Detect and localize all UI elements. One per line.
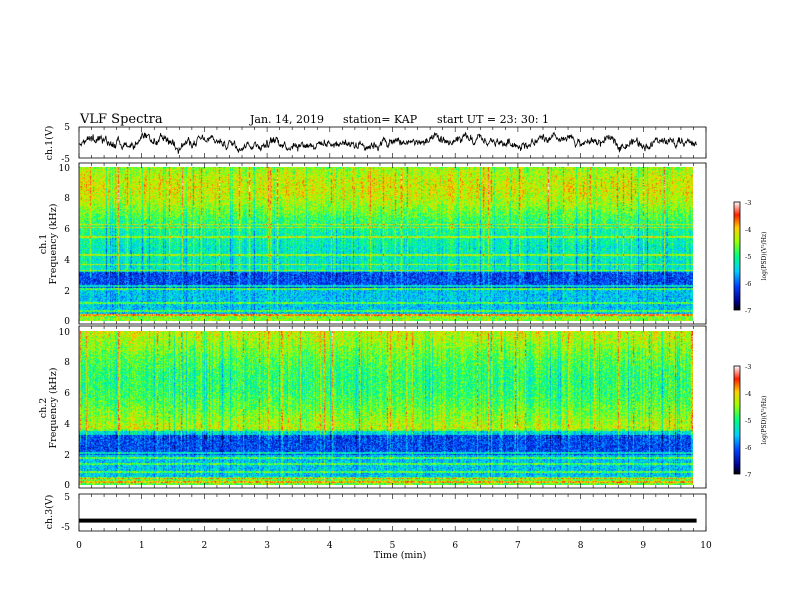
ch2-yticks: 0 2 4 6 8 10 xyxy=(59,328,71,491)
ch1-ytick-top: 5 xyxy=(64,123,70,133)
ch2-cb-tick-3: -3 xyxy=(745,363,751,371)
ch2-freq-tick-0: 0 xyxy=(64,481,70,491)
ch2-cb-tick-5: -5 xyxy=(745,417,751,425)
ch1-cb-tick-4: -4 xyxy=(745,226,751,234)
xtick-7: 7 xyxy=(515,541,521,551)
ch1-freq-tick-10: 10 xyxy=(59,164,71,174)
station-label: station= KAP xyxy=(343,113,418,126)
ch1-colorbar-frame xyxy=(733,201,741,311)
ch1-freq-tick-4: 4 xyxy=(64,256,70,266)
ch1-waveform-panel: 5 -5 ch.1(V) xyxy=(44,123,707,165)
ch1-ytick-bottom: -5 xyxy=(61,155,70,165)
ch1-freq-tick-8: 8 xyxy=(64,194,70,204)
ch3-waveform-frame xyxy=(78,493,707,532)
ch1-cb-tick-3: -3 xyxy=(745,199,751,207)
time-tick-marks xyxy=(78,127,707,531)
xtick-5: 5 xyxy=(390,541,396,551)
xtick-8: 8 xyxy=(578,541,584,551)
xtick-3: 3 xyxy=(264,541,270,551)
ch3-waveform-panel: 5 -5 ch.3(V) xyxy=(44,493,707,533)
ch2-colorbar-gradient xyxy=(734,366,740,474)
xtick-1: 1 xyxy=(139,541,145,551)
x-axis-label: Time (min) xyxy=(374,550,427,561)
start-time-label: start UT = 23: 30: 1 xyxy=(437,113,549,126)
ch2-panel-label: ch.2 xyxy=(38,398,49,419)
ch1-yticks: 0 2 4 6 8 10 xyxy=(59,164,71,327)
ch1-spectrogram-image xyxy=(79,167,693,321)
ch2-spectrogram-image xyxy=(79,331,693,485)
xtick-2: 2 xyxy=(202,541,208,551)
ch3-ytick-bottom: -5 xyxy=(61,523,70,533)
ch1-panel-label: ch.1 xyxy=(38,234,49,255)
xtick-4: 4 xyxy=(327,541,333,551)
ch1-cb-tick-7: -7 xyxy=(745,307,751,315)
ch1-freq-tick-6: 6 xyxy=(64,225,70,235)
ch2-colorbar-label: log(PSD)(V²/Hz) xyxy=(761,396,768,445)
xtick-10: 10 xyxy=(700,541,712,551)
ch2-freq-tick-4: 4 xyxy=(64,420,70,430)
ch1-colorbar: -3 -4 -5 -6 -7 log(PSD)(V²/Hz) xyxy=(733,199,768,315)
xtick-9: 9 xyxy=(640,541,646,551)
ch1-freq-tick-2: 2 xyxy=(64,287,70,297)
ch2-freq-ylabel: Frequency (kHz) xyxy=(48,368,59,449)
ch1-spectrogram-panel: 0 2 4 6 8 10 ch.1 Frequency (kHz) -3 -4 … xyxy=(38,162,768,327)
ch2-freq-tick-10: 10 xyxy=(59,328,71,338)
ch2-cb-tick-6: -6 xyxy=(745,444,751,452)
ch2-freq-tick-6: 6 xyxy=(64,389,70,399)
figure-title: VLF Spectra xyxy=(79,112,163,127)
xtick-6: 6 xyxy=(452,541,458,551)
ch1-ylabel: ch.1(V) xyxy=(44,126,55,161)
ch1-freq-ylabel: Frequency (kHz) xyxy=(48,204,59,285)
ch2-freq-tick-8: 8 xyxy=(64,358,70,368)
ch3-ytick-top: 5 xyxy=(64,493,70,503)
ch1-colorbar-label: log(PSD)(V²/Hz) xyxy=(761,232,768,281)
xtick-0: 0 xyxy=(76,541,82,551)
ch1-colorbar-gradient xyxy=(734,202,740,310)
ch1-cb-tick-5: -5 xyxy=(745,253,751,261)
ch2-colorbar-frame xyxy=(733,365,741,475)
ch2-colorbar: -3 -4 -5 -6 -7 log(PSD)(V²/Hz) xyxy=(733,363,768,479)
ch1-freq-tick-0: 0 xyxy=(64,317,70,327)
ch2-freq-tick-2: 2 xyxy=(64,451,70,461)
ch1-cb-tick-6: -6 xyxy=(745,280,751,288)
x-axis: 0 1 2 3 4 5 6 7 8 9 10 Time (min) xyxy=(76,541,712,561)
date-label: Jan. 14, 2019 xyxy=(249,113,324,126)
ch3-waveform-line xyxy=(79,518,697,523)
ch2-cb-tick-7: -7 xyxy=(745,471,751,479)
ch2-spectrogram-panel: 0 2 4 6 8 10 ch.2 Frequency (kHz) -3 -4 … xyxy=(38,325,768,491)
ch1-waveform-line xyxy=(78,131,697,154)
ch3-ylabel: ch.3(V) xyxy=(44,495,55,530)
ch2-cb-tick-4: -4 xyxy=(745,390,751,398)
